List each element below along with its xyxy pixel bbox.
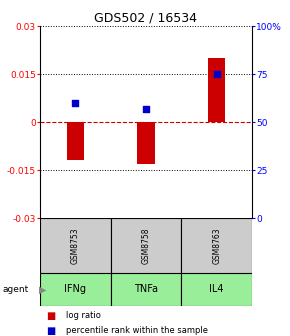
Bar: [137, 122, 155, 164]
Text: TNFa: TNFa: [134, 285, 158, 294]
Bar: [181, 218, 252, 273]
Point: [73, 100, 78, 106]
Text: GSM8763: GSM8763: [212, 227, 221, 264]
Bar: [208, 58, 226, 122]
Text: IFNg: IFNg: [64, 285, 86, 294]
Title: GDS502 / 16534: GDS502 / 16534: [95, 12, 197, 25]
Text: GSM8753: GSM8753: [71, 227, 80, 264]
Bar: [111, 273, 181, 306]
Point: [144, 106, 148, 111]
Text: ■: ■: [46, 326, 55, 336]
Text: percentile rank within the sample: percentile rank within the sample: [66, 327, 208, 335]
Text: IL4: IL4: [209, 285, 224, 294]
Bar: [181, 273, 252, 306]
Bar: [66, 122, 84, 160]
Text: agent: agent: [2, 285, 28, 294]
Text: GSM8758: GSM8758: [142, 227, 151, 264]
Text: ▶: ▶: [39, 285, 46, 294]
Point: [214, 71, 219, 77]
Text: ■: ■: [46, 311, 55, 321]
Bar: [40, 218, 111, 273]
Text: log ratio: log ratio: [66, 311, 101, 320]
Bar: [111, 218, 181, 273]
Bar: [40, 273, 111, 306]
